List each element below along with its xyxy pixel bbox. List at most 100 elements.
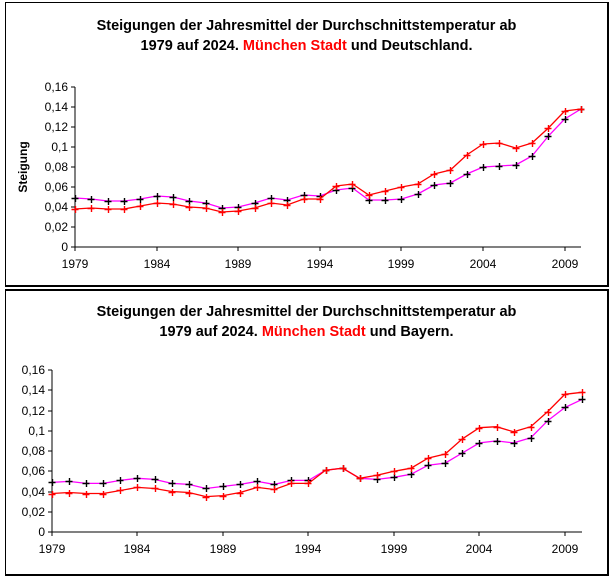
y-tick-label: 0,1 [28, 424, 45, 438]
y-tick-label: 0,14 [22, 383, 46, 397]
data-point-marker [512, 145, 520, 152]
data-point-marker [82, 480, 90, 487]
y-tick-label: 0,12 [22, 404, 46, 418]
data-point-marker [463, 171, 471, 178]
data-point-marker [82, 491, 90, 498]
data-point-marker [407, 471, 415, 478]
data-point-marker [48, 491, 56, 498]
y-tick-label: 0,1 [51, 140, 68, 154]
data-point-marker [544, 409, 552, 416]
x-tick-label: 2004 [466, 542, 493, 556]
data-point-marker [253, 484, 261, 491]
data-point-marker [185, 490, 193, 497]
x-tick-label: 1994 [295, 542, 322, 556]
data-point-marker [71, 195, 79, 202]
y-tick-label: 0,14 [45, 100, 69, 114]
data-point-marker [495, 163, 503, 170]
series-line-muenchen-stadt [51, 391, 583, 498]
data-point-marker [153, 193, 161, 200]
data-point-marker [104, 198, 112, 205]
data-point-marker [510, 429, 518, 436]
data-point-marker [65, 490, 73, 497]
x-tick-label: 1999 [381, 542, 408, 556]
data-point-marker [430, 182, 438, 189]
data-point-marker [120, 198, 128, 205]
data-point-marker [251, 205, 259, 212]
data-point-marker [441, 460, 449, 467]
data-point-marker [48, 479, 56, 486]
data-point-marker [528, 153, 536, 160]
data-point-marker [168, 489, 176, 496]
data-point-marker [185, 481, 193, 488]
data-point-marker [356, 475, 364, 482]
data-point-marker [348, 181, 356, 188]
data-point-marker [510, 440, 518, 447]
data-point-marker [561, 404, 569, 411]
data-point-marker [578, 396, 586, 403]
data-point-marker [87, 205, 95, 212]
data-point-marker [168, 480, 176, 487]
data-point-marker [202, 205, 210, 212]
x-tick-label: 1979 [62, 257, 89, 271]
data-point-marker [577, 106, 585, 113]
data-point-marker [458, 436, 466, 443]
data-point-marker [493, 424, 501, 431]
data-point-marker [512, 162, 520, 169]
data-point-marker [116, 487, 124, 494]
data-point-marker [202, 494, 210, 501]
data-point-marker [316, 196, 324, 203]
data-point-marker [169, 201, 177, 208]
y-tick-label: 0,16 [22, 363, 46, 377]
data-point-marker [446, 167, 454, 174]
data-point-marker [495, 140, 503, 147]
series-line-bayern [51, 398, 583, 490]
data-point-marker [65, 478, 73, 485]
data-point-marker [475, 440, 483, 447]
data-point-marker [479, 164, 487, 171]
data-point-marker [332, 183, 340, 190]
title-highlight: München Stadt [261, 324, 366, 340]
x-tick-label: 2009 [552, 257, 579, 271]
data-point-marker [283, 202, 291, 209]
data-point-marker [463, 152, 471, 159]
data-point-marker [185, 204, 193, 211]
x-tick-label: 1984 [124, 542, 151, 556]
data-point-marker [153, 200, 161, 207]
chart-title-line2: 1979 auf 2024. München Stadt und Bayern. [6, 322, 607, 342]
data-point-marker [381, 188, 389, 195]
chart-title-line2: 1979 auf 2024. München Stadt und Deutsch… [6, 36, 607, 56]
data-point-marker [373, 472, 381, 479]
x-tick-label: 1994 [307, 257, 334, 271]
data-point-marker [136, 196, 144, 203]
data-point-marker [528, 140, 536, 147]
data-point-marker [527, 435, 535, 442]
data-point-marker [133, 484, 141, 491]
data-point-marker [414, 181, 422, 188]
chart-title: Steigungen der Jahresmittel der Durchsch… [6, 302, 607, 342]
data-point-marker [267, 200, 275, 207]
data-point-marker [300, 196, 308, 203]
y-tick-label: 0,08 [22, 444, 46, 458]
data-point-marker [236, 481, 244, 488]
title-prefix: 1979 auf 2024. [159, 324, 262, 340]
data-point-marker [234, 208, 242, 215]
data-point-marker [219, 483, 227, 490]
data-point-marker [202, 485, 210, 492]
x-tick-label: 1979 [39, 542, 66, 556]
data-point-marker [169, 194, 177, 201]
data-point-marker [544, 133, 552, 140]
data-point-marker [527, 424, 535, 431]
data-point-marker [151, 476, 159, 483]
y-tick-label: 0,12 [45, 120, 69, 134]
data-point-marker [544, 418, 552, 425]
data-point-marker [479, 141, 487, 148]
data-point-marker [219, 493, 227, 500]
data-point-marker [99, 491, 107, 498]
data-point-marker [424, 455, 432, 462]
y-tick-label: 0 [38, 525, 45, 539]
data-point-marker [133, 475, 141, 482]
y-tick-label: 0,04 [22, 485, 46, 499]
chart-title: Steigungen der Jahresmittel der Durchsch… [6, 16, 607, 56]
data-point-marker [407, 465, 415, 472]
data-point-marker [151, 485, 159, 492]
